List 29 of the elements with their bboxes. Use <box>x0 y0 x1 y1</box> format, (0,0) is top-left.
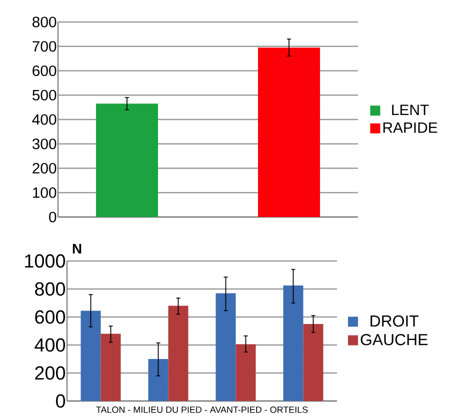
y-tick-label: 0 <box>56 394 66 408</box>
y-tick-label: 400 <box>34 338 66 352</box>
y-tick-label: 400 <box>32 114 56 125</box>
bar <box>100 334 121 401</box>
y-tick-label: 500 <box>32 90 56 100</box>
y-tick-label: 800 <box>35 282 66 296</box>
bar <box>148 359 168 401</box>
y-tick-label: 700 <box>32 41 56 52</box>
legend-label: DROIT <box>370 315 419 327</box>
bar <box>216 293 236 401</box>
bar <box>283 286 304 401</box>
y-axis-title: N <box>72 244 82 254</box>
legend-label: RAPIDE <box>383 122 438 133</box>
legend-label: GAUCHE <box>360 334 428 346</box>
bar <box>168 306 188 401</box>
y-tick-label: 600 <box>35 310 66 324</box>
x-axis-title: TALON - MILIEU DU PIED - AVANT-PIED - ORTEILS <box>96 406 308 413</box>
legend-label: LENT <box>392 104 429 116</box>
y-tick-label: 300 <box>32 138 56 150</box>
bar <box>80 310 101 401</box>
y-tick-label: 1000 <box>25 254 66 268</box>
y-tick-label: 200 <box>32 162 56 174</box>
y-tick-label: 0 <box>49 212 56 222</box>
y-tick-label: 800 <box>32 16 56 28</box>
y-tick-label: 200 <box>35 366 66 380</box>
bar <box>236 344 256 401</box>
y-tick-label: 100 <box>33 187 56 198</box>
y-tick-label: 600 <box>32 65 56 76</box>
bar <box>303 324 324 401</box>
